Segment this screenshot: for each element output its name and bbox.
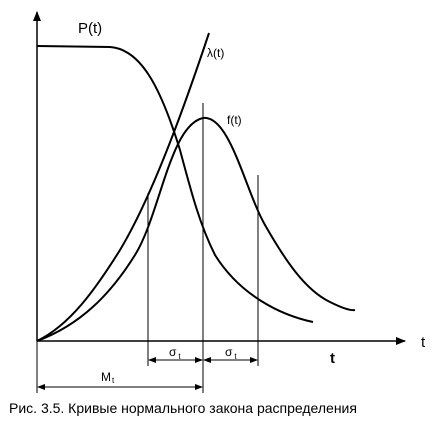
mean-label: Mt (101, 370, 115, 385)
t-axis-label-bold: t (330, 350, 335, 367)
t-axis-label-light: t (421, 334, 426, 351)
p-curve (36, 45, 314, 323)
figure-caption: Рис. 3.5. Кривые нормального закона расп… (9, 400, 357, 416)
lambda-curve-label: λ(t) (207, 46, 224, 60)
lambda-curve (36, 32, 210, 342)
f-curve (36, 116, 356, 342)
f-curve-label: f(t) (227, 113, 242, 127)
p-curve-label: P(t) (78, 20, 102, 37)
